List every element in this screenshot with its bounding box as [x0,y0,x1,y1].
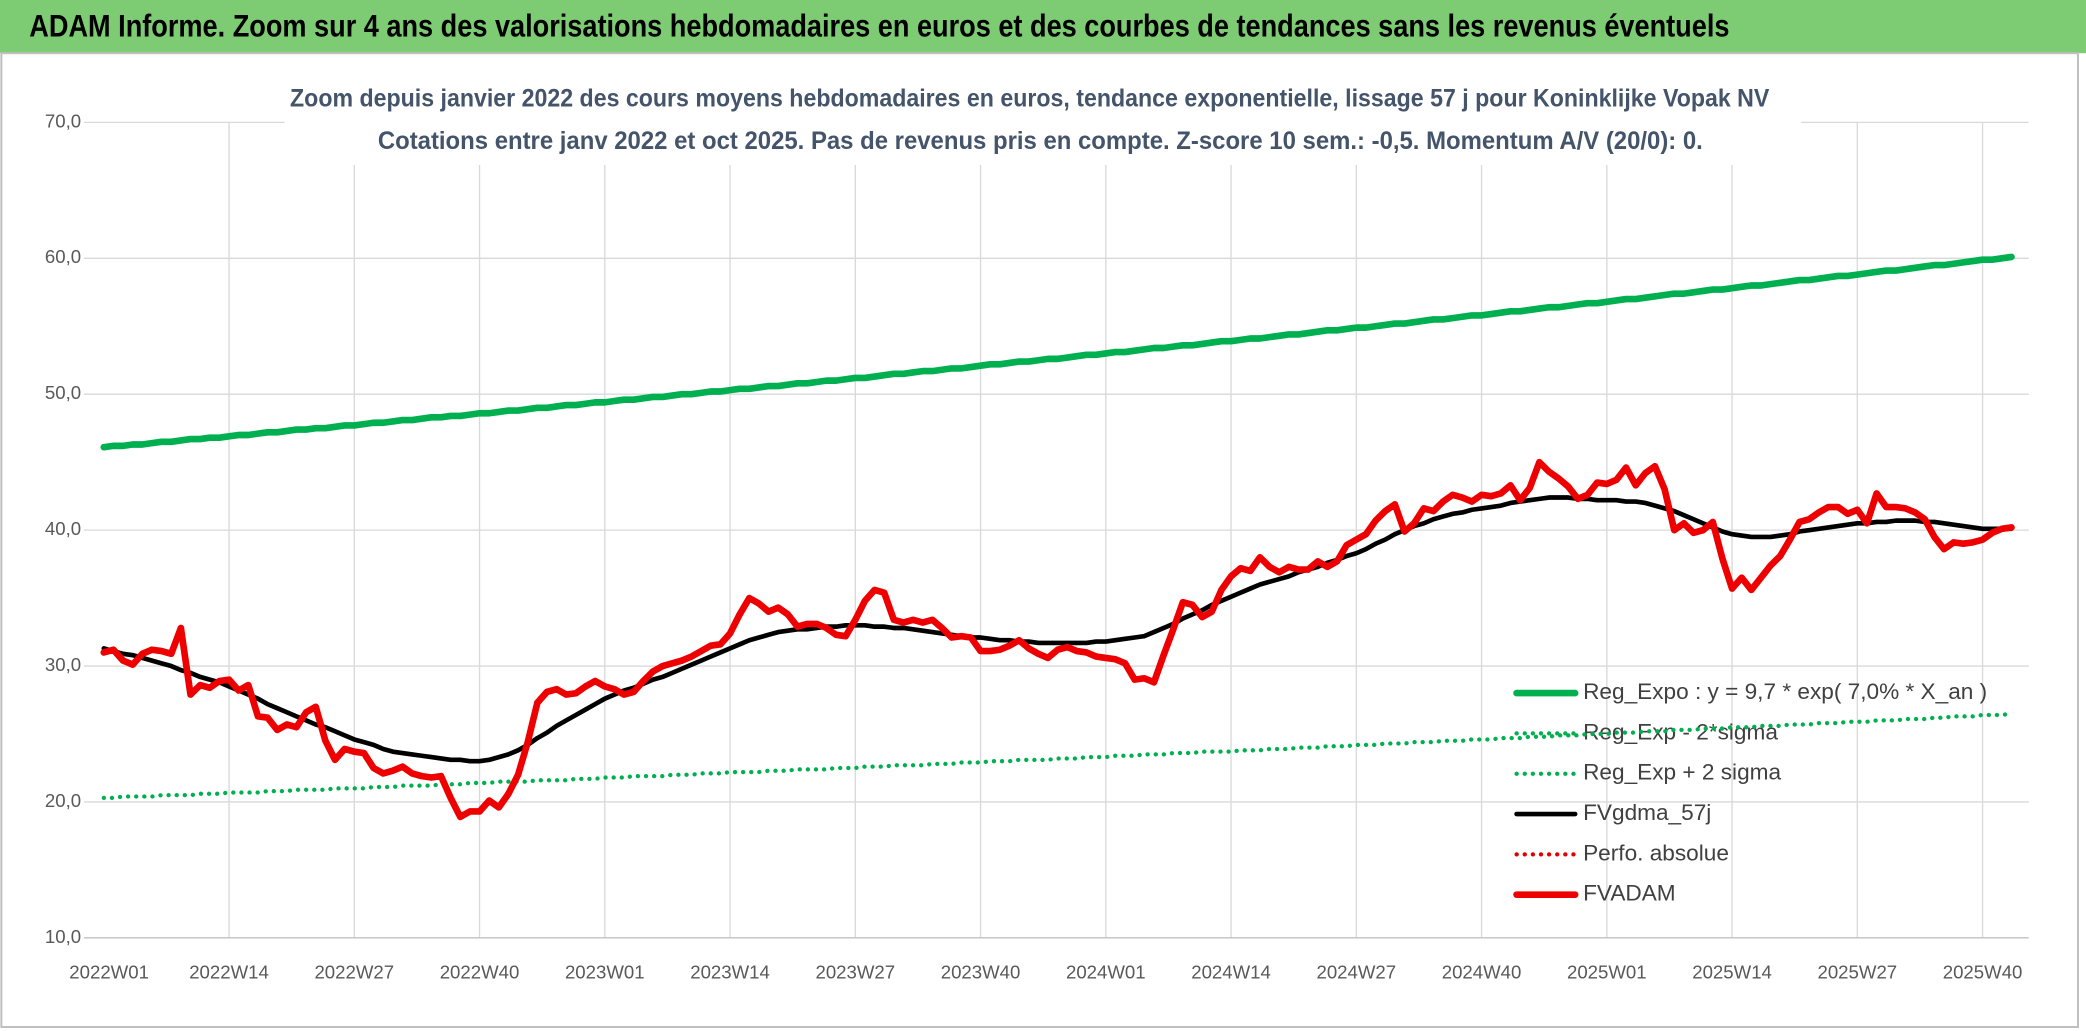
legend-label: Reg_Exp + 2 sigma [1583,760,1781,785]
x-tick-label: 2022W27 [314,962,394,983]
plot-area: 10,0 20,0 30,0 40,0 50,0 60,0 70,0 2022W01 2022W… [45,110,2029,983]
x-tick-label: 2025W01 [1567,962,1647,983]
x-tick-label: 2024W01 [1066,962,1146,983]
y-tick-label: 70,0 [45,110,81,131]
y-tick-label: 20,0 [45,790,81,811]
chart-subtitle: Cotations entre janv 2022 et oct 2025. P… [378,127,1703,155]
banner-background [0,0,2086,54]
x-tick-label: 2022W14 [189,962,269,983]
x-tick-label: 2024W40 [1442,962,1522,983]
y-tick-label: 50,0 [45,382,81,403]
x-tick-label: 2023W40 [941,962,1021,983]
legend-label: Reg_Expo : y = 9,7 * exp( 7,0% * X_an ) [1583,679,1987,704]
series-line [100,253,2015,451]
x-tick-label: 2023W27 [815,962,895,983]
y-tick-label: 40,0 [45,518,81,539]
x-tick-label: 2022W01 [69,962,149,983]
title-background [284,77,1802,165]
x-tick-label: 2025W40 [1943,962,2023,983]
series-line [100,458,2015,821]
legend-label: Perfo. absolue [1583,840,1729,865]
y-tick-label: 30,0 [45,654,81,675]
series-line [101,495,2014,764]
x-tick-label: 2024W14 [1191,962,1271,983]
legend-label: FVADAM [1583,881,1676,906]
banner-title: ADAM Informe. Zoom sur 4 ans des valoris… [29,7,1729,43]
x-tick-label: 2024W27 [1316,962,1396,983]
series-line [101,711,2014,801]
chart-frame [0,52,2079,1029]
legend-label: FVgdma_57j [1583,800,1711,825]
chart-title: Zoom depuis janvier 2022 des cours moyen… [290,84,1769,112]
x-tick-label: 2022W40 [440,962,520,983]
x-tick-label: 2023W01 [565,962,645,983]
x-tick-label: 2025W14 [1692,962,1772,983]
x-tick-label: 2023W14 [690,962,770,983]
x-tick-label: 2025W27 [1817,962,1897,983]
y-tick-label: 60,0 [45,246,81,267]
y-tick-label: 10,0 [45,926,81,947]
